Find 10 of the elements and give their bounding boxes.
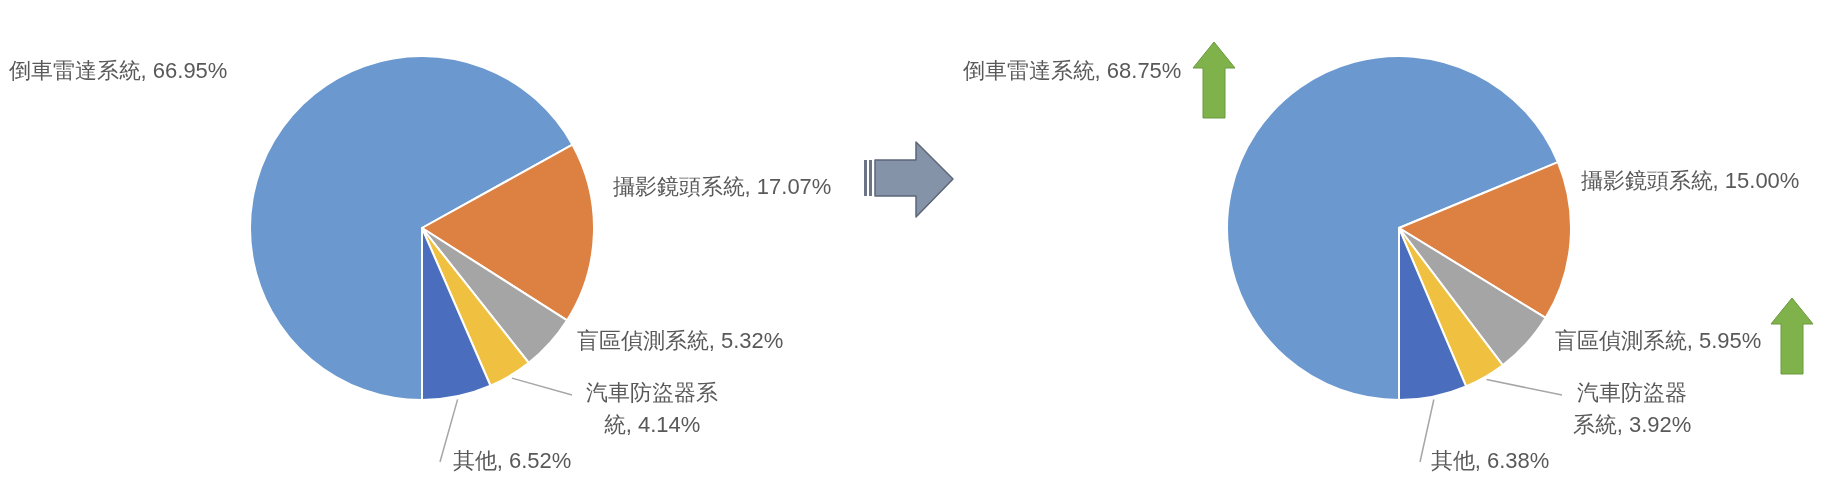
data-label: 攝影鏡頭系統, 15.00%	[1580, 167, 1800, 195]
data-label: 攝影鏡頭系統, 17.07%	[612, 173, 832, 201]
data-label: 盲區偵測系統, 5.95%	[1554, 327, 1762, 355]
data-label: 盲區偵測系統, 5.32%	[576, 327, 784, 355]
data-label: 倒車雷達系統, 66.95%	[8, 57, 228, 85]
data-label: 汽車防盜器系統, 3.92%	[1571, 379, 1693, 439]
data-label: 倒車雷達系統, 68.75%	[962, 57, 1182, 85]
data-label: 其他, 6.38%	[1430, 447, 1550, 475]
data-label: 其他, 6.52%	[452, 447, 572, 475]
data-label: 汽車防盜器系統, 4.14%	[585, 379, 719, 439]
